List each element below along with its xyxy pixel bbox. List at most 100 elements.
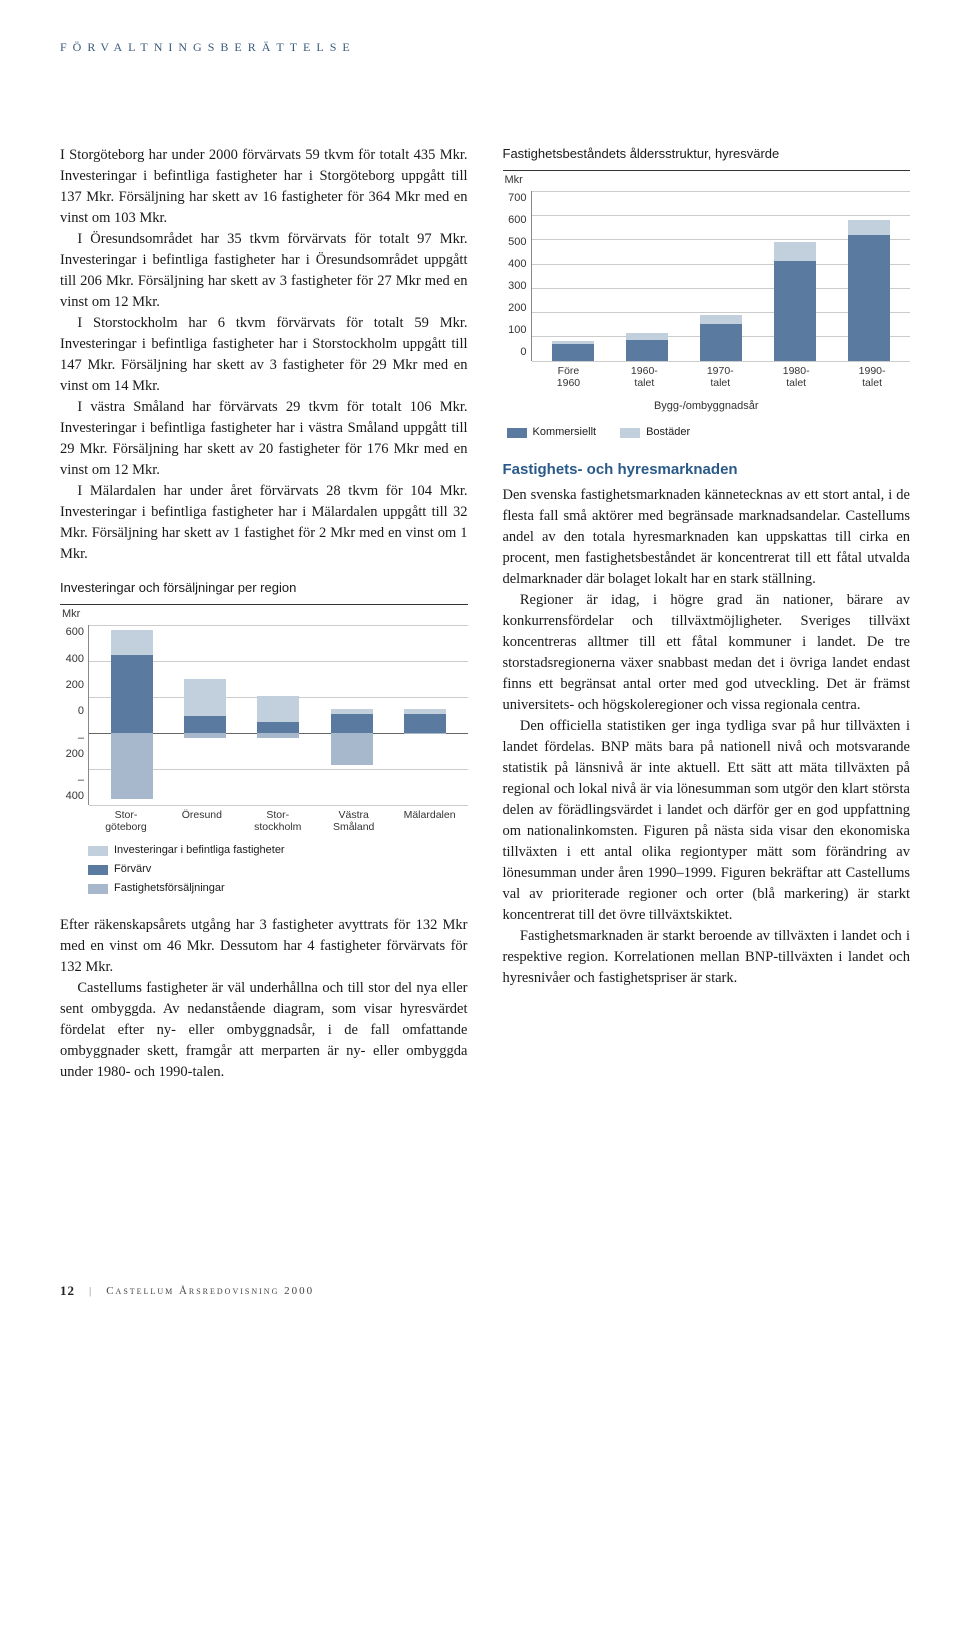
bar-group: [684, 191, 758, 361]
left-column: I Storgöteborg har under 2000 förvärvats…: [60, 145, 468, 1083]
ytick-label: 100: [503, 323, 527, 339]
bar-segment-forsaljning: [331, 733, 373, 765]
bar-stack: [626, 191, 668, 361]
ytick-label: 500: [503, 235, 527, 251]
bar-segment-invest: [257, 696, 299, 722]
gridline: [89, 805, 468, 806]
bar-segment-kommersiellt: [848, 235, 890, 361]
chart-ylabel: Mkr: [505, 173, 911, 189]
bar-segment-invest: [184, 679, 226, 716]
ytick-label: 600: [60, 625, 84, 641]
bar-group: [758, 191, 832, 361]
xtick-label: 1980-talet: [758, 365, 834, 389]
bar-segment-bostader: [626, 333, 668, 340]
bar-segment-bostader: [774, 242, 816, 261]
bar-segment-forvarv: [404, 714, 446, 733]
body-paragraph: Regioner är idag, i högre grad än nation…: [503, 590, 911, 716]
ytick-label: –400: [60, 773, 84, 805]
chart-investeringar: Investeringar och försäljningar per regi…: [60, 579, 468, 897]
ytick-label: 200: [503, 301, 527, 317]
body-paragraph: Efter räkenskapsårets utgång har 3 fasti…: [60, 915, 468, 978]
ytick-label: 600: [503, 213, 527, 229]
bars-container: [89, 625, 468, 805]
chart-rule: [503, 170, 911, 171]
legend-item: Bostäder: [620, 425, 690, 441]
bars-container: [532, 191, 911, 361]
bar-segment-kommersiellt: [774, 261, 816, 361]
xtick-label: Stor-stockholm: [240, 809, 316, 833]
chart-xaxis-label: Bygg-/ombyggnadsår: [503, 399, 911, 415]
bar-segment-forvarv: [257, 722, 299, 733]
bar-group: [315, 625, 388, 805]
legend-label: Bostäder: [646, 425, 690, 441]
bar-segment-invest: [331, 709, 373, 714]
ytick-label: 0: [60, 704, 84, 720]
bar-segment-kommersiellt: [552, 344, 594, 361]
bar-segment-bostader: [700, 315, 742, 325]
legend-swatch: [507, 428, 527, 438]
legend-swatch: [620, 428, 640, 438]
body-paragraph: Fastighetsmarknaden är starkt beroende a…: [503, 926, 911, 989]
legend-swatch: [88, 865, 108, 875]
xtick-label: Före1960: [531, 365, 607, 389]
ytick-label: 700: [503, 191, 527, 207]
legend-item: Investeringar i befintliga fastigheter: [88, 843, 468, 859]
chart-aldersstruktur: Fastighetsbeståndets åldersstruktur, hyr…: [503, 145, 911, 441]
bar-segment-forsaljning: [111, 733, 153, 799]
page-footer: 12 | Castellum Årsredovisning 2000: [60, 1283, 910, 1299]
body-paragraph: I Mälardalen har under året förvärvats 2…: [60, 481, 468, 565]
bar-segment-forvarv: [331, 714, 373, 733]
bar-stack: [404, 625, 446, 805]
chart-plot: [88, 625, 468, 805]
bar-group: [610, 191, 684, 361]
ytick-label: 400: [503, 257, 527, 273]
legend-label: Kommersiellt: [533, 425, 597, 441]
body-paragraph: Den officiella statistiken ger inga tydl…: [503, 716, 911, 926]
chart-legend: Investeringar i befintliga fastigheterFö…: [60, 843, 468, 897]
bar-stack: [848, 191, 890, 361]
bar-segment-forsaljning: [257, 733, 299, 738]
bar-stack: [552, 191, 594, 361]
chart-plot-area: 7006005004003002001000: [503, 191, 911, 361]
bar-stack: [257, 625, 299, 805]
bar-stack: [774, 191, 816, 361]
body-paragraph: I Öresundsområdet har 35 tkvm förvärvats…: [60, 229, 468, 313]
body-paragraph: I västra Småland har förvärvats 29 tkvm …: [60, 397, 468, 481]
xtick-label: 1960-talet: [606, 365, 682, 389]
chart-yaxis: 7006005004003002001000: [503, 191, 531, 361]
bar-group: [832, 191, 906, 361]
ytick-label: 0: [503, 345, 527, 361]
right-column: Fastighetsbeståndets åldersstruktur, hyr…: [503, 145, 911, 1083]
legend-label: Fastighetsförsäljningar: [114, 881, 225, 897]
ytick-label: –200: [60, 731, 84, 763]
chart-plot: [531, 191, 911, 361]
body-paragraph: I Storstockholm har 6 tkvm förvärvats fö…: [60, 313, 468, 397]
bar-segment-invest: [404, 709, 446, 715]
bar-group: [536, 191, 610, 361]
chart-title: Fastighetsbeståndets åldersstruktur, hyr…: [503, 145, 911, 164]
chart-plot-area: 6004002000–200–400: [60, 625, 468, 805]
bar-stack: [184, 625, 226, 805]
bar-group: [95, 625, 168, 805]
xtick-label: Stor-göteborg: [88, 809, 164, 833]
bar-segment-kommersiellt: [700, 324, 742, 360]
xtick-label: VästraSmåland: [316, 809, 392, 833]
legend-item: Fastighetsförsäljningar: [88, 881, 468, 897]
xtick-label: Mälardalen: [392, 809, 468, 833]
bar-group: [242, 625, 315, 805]
gridline: [532, 361, 911, 362]
chart-xaxis: Före19601960-talet1970-talet1980-talet19…: [503, 365, 911, 389]
body-paragraph: Den svenska fastighetsmarknaden kännetec…: [503, 485, 911, 590]
chart-yaxis: 6004002000–200–400: [60, 625, 88, 805]
bar-stack: [111, 625, 153, 805]
legend-item: Kommersiellt: [507, 425, 597, 441]
bar-segment-invest: [111, 630, 153, 655]
page-number: 12: [60, 1283, 75, 1299]
chart-ylabel: Mkr: [62, 607, 468, 623]
body-paragraph: I Storgöteborg har under 2000 förvärvats…: [60, 145, 468, 229]
bar-segment-forsaljning: [184, 733, 226, 738]
bar-group: [388, 625, 461, 805]
two-column-layout: I Storgöteborg har under 2000 förvärvats…: [60, 145, 910, 1083]
xtick-label: 1970-talet: [682, 365, 758, 389]
legend-swatch: [88, 884, 108, 894]
